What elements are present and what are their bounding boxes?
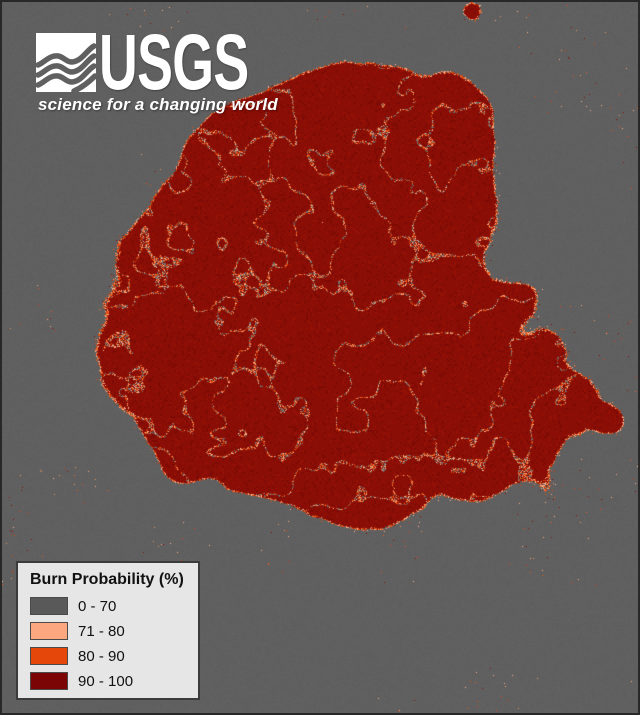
legend-swatch-71-80 (30, 622, 68, 640)
legend-item-label: 80 - 90 (78, 647, 125, 665)
legend-swatch-90-100 (30, 672, 68, 690)
legend-swatch-80-90 (30, 647, 68, 665)
legend-item-label: 71 - 80 (78, 622, 125, 640)
legend-item: 90 - 100 (30, 672, 188, 690)
legend-title: Burn Probability (%) (30, 571, 184, 588)
legend-item: 80 - 90 (30, 647, 188, 665)
legend: Burn Probability (%) 0 - 70 71 - 80 80 -… (16, 561, 200, 700)
usgs-tagline: science for a changing world (38, 95, 278, 114)
legend-swatch-0-70 (30, 597, 68, 615)
legend-item-label: 0 - 70 (78, 597, 117, 615)
legend-item-label: 90 - 100 (78, 672, 134, 690)
legend-item: 0 - 70 (30, 597, 188, 615)
legend-item: 71 - 80 (30, 622, 188, 640)
